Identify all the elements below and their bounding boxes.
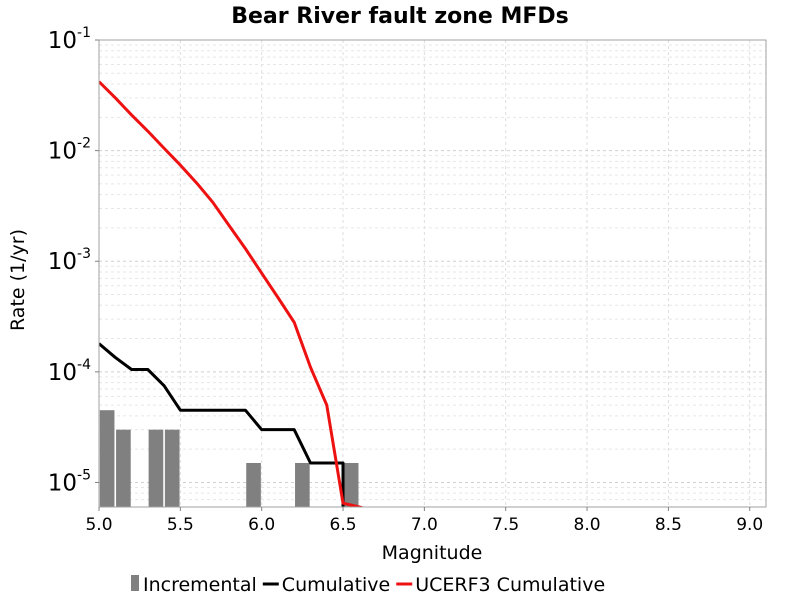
incremental-bar	[343, 462, 359, 507]
x-tick-label: 6.0	[248, 515, 275, 535]
y-axis-label: Rate (1/yr)	[7, 229, 29, 331]
x-tick-label: 9.0	[736, 515, 763, 535]
incremental-bar	[295, 462, 310, 507]
y-tick-label: 10-3	[48, 246, 91, 275]
x-tick-label: 7.0	[411, 515, 438, 535]
y-tick-label: 10-1	[48, 25, 91, 54]
chart-title: Bear River fault zone MFDs	[231, 4, 569, 29]
incremental-bar	[99, 410, 115, 507]
x-tick-label: 5.0	[85, 515, 112, 535]
y-tick-label: 10-4	[48, 357, 91, 386]
incremental-bar	[148, 429, 164, 507]
incremental-bar	[116, 429, 131, 507]
y-tick-label: 10-2	[48, 136, 91, 165]
legend-label-incremental: Incremental	[143, 574, 257, 596]
x-tick-label: 6.5	[330, 515, 357, 535]
plot-frame	[98, 39, 767, 508]
ucerf3-cumulative-line	[99, 80, 366, 507]
x-tick-label: 5.5	[167, 515, 194, 535]
legend-label-cumulative: Cumulative	[282, 574, 390, 596]
incremental-bar	[246, 462, 261, 507]
legend: Incremental Cumulative UCERF3 Cumulative	[131, 574, 605, 596]
incremental-bar	[164, 429, 180, 507]
legend-label-ucerf3-cumulative: UCERF3 Cumulative	[415, 574, 605, 596]
x-axis-label: Magnitude	[382, 542, 483, 564]
legend-swatch-incremental	[131, 575, 139, 591]
cumulative-line	[99, 342, 345, 507]
x-tick-label: 8.0	[574, 515, 601, 535]
x-tick-label: 8.5	[655, 515, 682, 535]
y-tick-label: 10-5	[48, 467, 91, 496]
x-tick-label: 7.5	[492, 515, 519, 535]
